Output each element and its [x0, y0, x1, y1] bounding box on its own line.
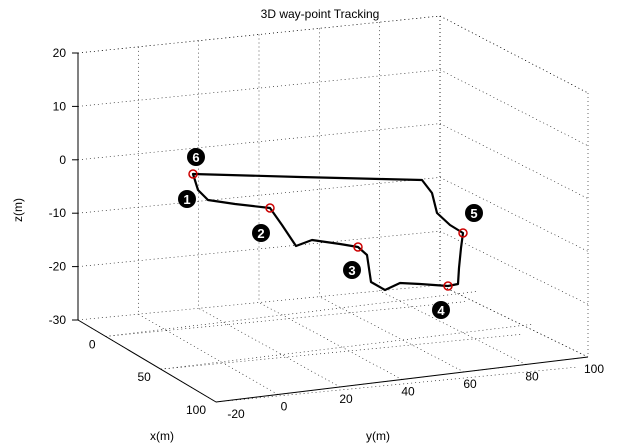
x-grid-floor-alt: [215, 366, 579, 403]
z-tick-label: -10: [49, 206, 67, 220]
waypoint-badge: [178, 190, 196, 208]
z-grid-back: [439, 15, 589, 94]
x-grid-floor-alt: [160, 333, 523, 370]
waypoint-label: 2: [257, 226, 264, 241]
waypoint-marker: [353, 242, 363, 252]
y-tick-label: 60: [463, 377, 477, 391]
z-grid-left: [77, 123, 441, 161]
waypoint-marker: [458, 228, 468, 238]
y-tick-label: 40: [401, 385, 415, 399]
x-grid-floor: [160, 323, 533, 370]
waypoint-label: 5: [470, 206, 477, 221]
z-tick-label: 10: [53, 99, 67, 113]
y-tick-label: 0: [281, 400, 288, 414]
waypoint-badge: [252, 224, 270, 242]
y-tick-label: 80: [525, 370, 539, 384]
waypoint-label: 4: [437, 303, 445, 318]
z-tick-label: -30: [49, 313, 67, 327]
x-axis-line: [77, 319, 217, 403]
z-tick-label: 0: [59, 153, 66, 167]
y-grid-floor: [138, 313, 279, 395]
waypoint-label: 3: [348, 263, 355, 278]
z-axis-label: z(m): [11, 198, 25, 222]
waypoint-marker: [443, 281, 453, 291]
x-tick-label: 100: [186, 403, 206, 417]
waypoint-badge: [343, 261, 361, 279]
z-grid-back: [439, 123, 589, 199]
y-axis-line: [215, 356, 589, 403]
y-axis-label: y(m): [366, 429, 390, 443]
y-tick-label: -20: [227, 407, 245, 421]
x-tick-label: 50: [137, 370, 151, 384]
z-tick-label: 20: [53, 46, 67, 60]
waypoints: 1 2 3 4 5 6: [178, 148, 483, 319]
x-grid-floor: [105, 291, 478, 337]
waypoint-badge: [465, 204, 483, 222]
waypoint-badge: [187, 148, 205, 166]
y-grid-floor: [379, 290, 527, 365]
chart-title: 3D way-point Tracking: [261, 7, 380, 21]
x-grid-floor-alt: [105, 301, 468, 337]
z-grid-left: [77, 230, 441, 267]
z-grid-back: [439, 69, 589, 147]
z-tick-labels: 20 10 0 -10 -20 -30: [49, 46, 67, 327]
box-edge-top-right: [439, 15, 589, 94]
y-grid-floor: [258, 302, 403, 380]
box-axes: [72, 52, 589, 403]
x-axis-label: x(m): [150, 429, 174, 443]
waypoint-marker: [188, 169, 198, 179]
x-tick-labels: 0 50 100: [89, 337, 206, 417]
waypoint-badge: [432, 301, 450, 319]
z-grid-left: [77, 69, 441, 107]
z-grid-left: [77, 284, 441, 321]
grid-lines: [77, 15, 589, 403]
waypoint-label: 1: [183, 192, 190, 207]
y-grid-floor: [198, 308, 341, 388]
y-tick-labels: -20 0 20 40 60 80 100: [227, 362, 604, 421]
trajectory-line: [191, 172, 465, 292]
y-tick-label: 100: [584, 362, 604, 376]
z-tick-label: -20: [49, 260, 67, 274]
y-tick-label: 20: [339, 392, 353, 406]
waypoint-label: 6: [192, 150, 199, 165]
x-tick-label: 0: [89, 337, 96, 351]
waypoint-marker: [265, 203, 275, 213]
